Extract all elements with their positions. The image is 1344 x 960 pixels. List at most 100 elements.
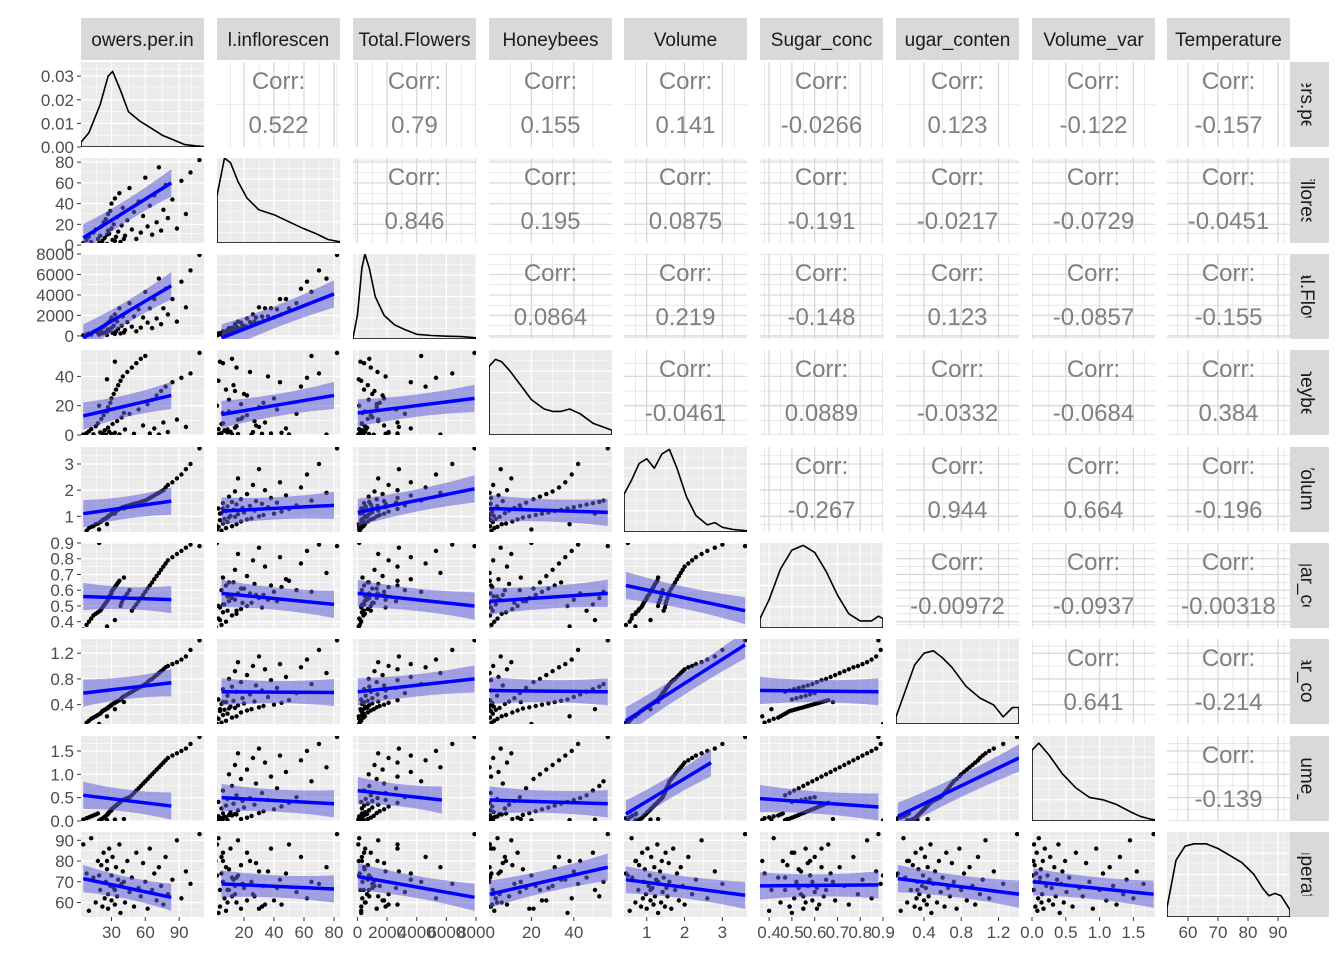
scatter-point bbox=[918, 906, 923, 911]
strip-label: mperatu bbox=[1296, 840, 1317, 910]
scatter-point bbox=[504, 667, 510, 672]
scatter-point bbox=[96, 721, 102, 724]
scatter-point bbox=[165, 755, 171, 761]
x-tick-label: 0.0 bbox=[1020, 923, 1044, 942]
x-tick-label: 0.4 bbox=[757, 923, 781, 942]
panel bbox=[487, 639, 612, 729]
regression-line bbox=[83, 594, 172, 602]
confidence-band bbox=[221, 280, 334, 339]
top-strip: Volume bbox=[624, 18, 747, 60]
top-strip: Honeybees bbox=[489, 18, 612, 60]
scatter-point bbox=[316, 461, 322, 467]
regression-line bbox=[357, 396, 475, 415]
scatter-point bbox=[217, 506, 221, 511]
scatter-point bbox=[161, 306, 166, 311]
corr-value: -0.0266 bbox=[781, 112, 862, 139]
scatter-point bbox=[152, 577, 157, 582]
scatter-point bbox=[766, 908, 772, 913]
scatter-point bbox=[489, 524, 493, 529]
strip-background bbox=[1032, 18, 1155, 60]
scatter-point bbox=[408, 871, 413, 876]
right-strip: vers.per. bbox=[1287, 62, 1329, 147]
scatter-point bbox=[618, 817, 622, 821]
scatter-point bbox=[851, 665, 856, 670]
scatter-point bbox=[183, 654, 189, 659]
x-tick-label: 6000 bbox=[427, 923, 465, 942]
scatter-point bbox=[217, 887, 223, 893]
top-strip: l.inflorescen bbox=[217, 18, 340, 60]
scatter-point bbox=[179, 279, 184, 284]
regression-line bbox=[489, 591, 608, 603]
scatter-point bbox=[105, 425, 111, 430]
scatter-point bbox=[220, 610, 226, 615]
corr-value: 0.0875 bbox=[649, 208, 722, 235]
scatter-point bbox=[803, 846, 808, 851]
corr-label: Corr: bbox=[1202, 549, 1255, 576]
scatter-point bbox=[672, 580, 678, 585]
scatter-point bbox=[234, 714, 239, 719]
strip-label: olume_v bbox=[1296, 743, 1317, 815]
corr-value: 0.384 bbox=[1198, 400, 1258, 427]
scatter-point bbox=[183, 467, 189, 472]
scatter-point bbox=[563, 480, 568, 485]
scatter-point bbox=[298, 384, 304, 389]
scatter-point bbox=[359, 854, 365, 860]
scatter-point bbox=[629, 836, 634, 841]
strip-label: l.inflorescen bbox=[228, 30, 329, 51]
scatter-point bbox=[109, 201, 114, 206]
scatter-point bbox=[769, 707, 774, 712]
corr-value: 0.219 bbox=[655, 304, 715, 331]
scatter-point bbox=[104, 522, 110, 527]
scatter-point bbox=[366, 808, 372, 813]
scatter-point bbox=[789, 910, 795, 916]
scatter-point bbox=[121, 236, 127, 242]
scatter-point bbox=[170, 877, 175, 882]
scatter-point bbox=[450, 741, 455, 747]
scatter-point bbox=[304, 548, 310, 554]
y-tick-label: 0.0 bbox=[50, 812, 74, 831]
panel: Corr: -0.0857 bbox=[1032, 254, 1155, 339]
scatter-point bbox=[386, 482, 391, 488]
scatter-point bbox=[855, 663, 861, 669]
scatter-point bbox=[493, 814, 498, 819]
strip-label: Volume bbox=[1296, 458, 1317, 521]
scatter-point bbox=[113, 234, 119, 239]
scatter-point bbox=[567, 624, 572, 628]
regression-line bbox=[624, 643, 747, 723]
scatter-point bbox=[489, 627, 492, 628]
scatter-point bbox=[569, 657, 574, 662]
scatter-point bbox=[363, 900, 368, 905]
scatter-point bbox=[165, 482, 171, 488]
scatter-point bbox=[232, 567, 238, 572]
scatter-point bbox=[232, 811, 238, 817]
scatter-point bbox=[830, 816, 836, 821]
scatter-point bbox=[769, 817, 774, 821]
scatter-point bbox=[220, 811, 226, 816]
scatter-point bbox=[268, 431, 274, 435]
scatter-point bbox=[760, 714, 765, 719]
scatter-point bbox=[367, 894, 372, 899]
scatter-point bbox=[223, 525, 229, 531]
scatter-point bbox=[618, 842, 622, 846]
scatter-point bbox=[699, 551, 704, 557]
scatter-point bbox=[487, 532, 491, 536]
scatter-point bbox=[833, 898, 838, 903]
scatter-point bbox=[792, 850, 797, 855]
scatter-point bbox=[188, 268, 193, 273]
scatter-point bbox=[823, 772, 829, 777]
scatter-point bbox=[544, 767, 549, 772]
scatter-point bbox=[408, 380, 413, 385]
scatter-point bbox=[232, 705, 238, 711]
scatter-point bbox=[565, 910, 570, 916]
scatter-point bbox=[356, 627, 360, 628]
scatter-point bbox=[188, 741, 193, 747]
corr-label: Corr: bbox=[1067, 453, 1120, 480]
density-curve bbox=[624, 448, 747, 532]
scatter-point bbox=[395, 564, 400, 569]
scatter-point bbox=[680, 567, 685, 572]
scatter-point bbox=[489, 570, 492, 576]
strip-label: Temperature bbox=[1175, 30, 1282, 51]
scatter-point bbox=[491, 663, 496, 669]
scatter-point bbox=[215, 532, 219, 536]
scatter-point bbox=[487, 725, 491, 729]
